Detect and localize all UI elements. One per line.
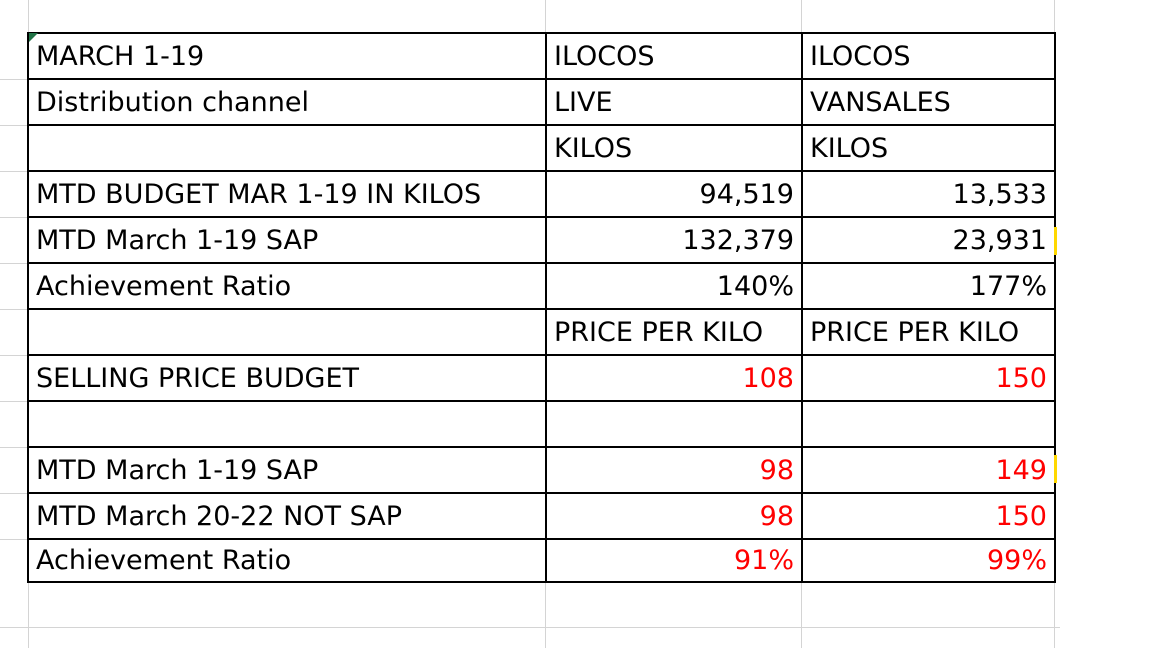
cell-value[interactable]: LIVE [554, 87, 613, 118]
cell-selection-indicator [29, 33, 38, 42]
gridline-h [0, 355, 28, 356]
cell-value[interactable]: 98 [759, 501, 794, 532]
cell-value[interactable]: 13,533 [952, 179, 1047, 210]
border-h [27, 124, 1056, 126]
border-h [27, 78, 1056, 80]
border-v [801, 32, 803, 583]
gridline-h [0, 125, 28, 126]
border-v [27, 32, 29, 583]
cell-label[interactable]: Distribution channel [36, 87, 309, 118]
gridline-h [0, 447, 28, 448]
cell-label[interactable] [29, 126, 545, 172]
cell-value[interactable] [803, 402, 1054, 448]
cell-value[interactable]: PRICE PER KILO [810, 317, 1020, 348]
gridline-h [0, 79, 28, 80]
cell-value[interactable] [547, 402, 801, 448]
cell-value[interactable]: 94,519 [699, 179, 794, 210]
border-h [27, 446, 1056, 448]
border-h [27, 538, 1056, 540]
cell-value[interactable]: KILOS [554, 133, 633, 164]
gridline-h [0, 171, 28, 172]
cell-value[interactable]: 150 [995, 363, 1047, 394]
cell-value[interactable]: VANSALES [810, 87, 951, 118]
border-h [27, 354, 1056, 356]
border-h [27, 262, 1056, 264]
gridline-h [0, 309, 28, 310]
border-h [27, 308, 1056, 310]
cell-value[interactable]: KILOS [810, 133, 889, 164]
cell-label[interactable] [29, 310, 545, 356]
cell-highlight-mark [1054, 227, 1057, 255]
border-v [1054, 32, 1056, 583]
cell-value[interactable]: 132,379 [682, 225, 794, 256]
cell-highlight-mark [1054, 455, 1057, 483]
cell-value[interactable]: 177% [969, 271, 1047, 302]
cell-label[interactable]: MTD BUDGET MAR 1-19 IN KILOS [36, 179, 482, 210]
cell-label[interactable]: MTD March 20-22 NOT SAP [36, 501, 403, 532]
border-h [27, 216, 1056, 218]
cell-value[interactable]: 140% [716, 271, 794, 302]
border-h [27, 170, 1056, 172]
cell-value[interactable]: 23,931 [952, 225, 1047, 256]
border-h [27, 492, 1056, 494]
gridline-h [0, 401, 28, 402]
cell-value[interactable]: 99% [986, 545, 1047, 576]
cell-value[interactable]: 108 [742, 363, 794, 394]
cell-value[interactable]: ILOCOS [810, 41, 911, 72]
cell-label[interactable]: MARCH 1-19 [36, 41, 205, 72]
border-v [545, 32, 547, 583]
cell-label[interactable]: SELLING PRICE BUDGET [36, 363, 359, 394]
cell-value[interactable]: 91% [733, 545, 794, 576]
gridline-h [0, 217, 28, 218]
border-h [27, 581, 1056, 583]
gridline-h [0, 493, 28, 494]
border-h [27, 400, 1056, 402]
cell-value[interactable]: 98 [759, 455, 794, 486]
gridline-h [0, 627, 1060, 628]
border-h [27, 32, 1056, 34]
cell-label[interactable]: Achievement Ratio [36, 271, 292, 302]
cell-label[interactable]: MTD March 1-19 SAP [36, 225, 319, 256]
gridline-h [0, 263, 28, 264]
cell-label[interactable]: MTD March 1-19 SAP [36, 455, 319, 486]
cell-value[interactable]: ILOCOS [554, 41, 655, 72]
cell-value[interactable]: 150 [995, 501, 1047, 532]
cell-label[interactable]: Achievement Ratio [36, 545, 292, 576]
cell-value[interactable]: 149 [995, 455, 1047, 486]
cell-value[interactable]: PRICE PER KILO [554, 317, 764, 348]
cell-label[interactable] [29, 402, 545, 448]
gridline-h [0, 539, 28, 540]
